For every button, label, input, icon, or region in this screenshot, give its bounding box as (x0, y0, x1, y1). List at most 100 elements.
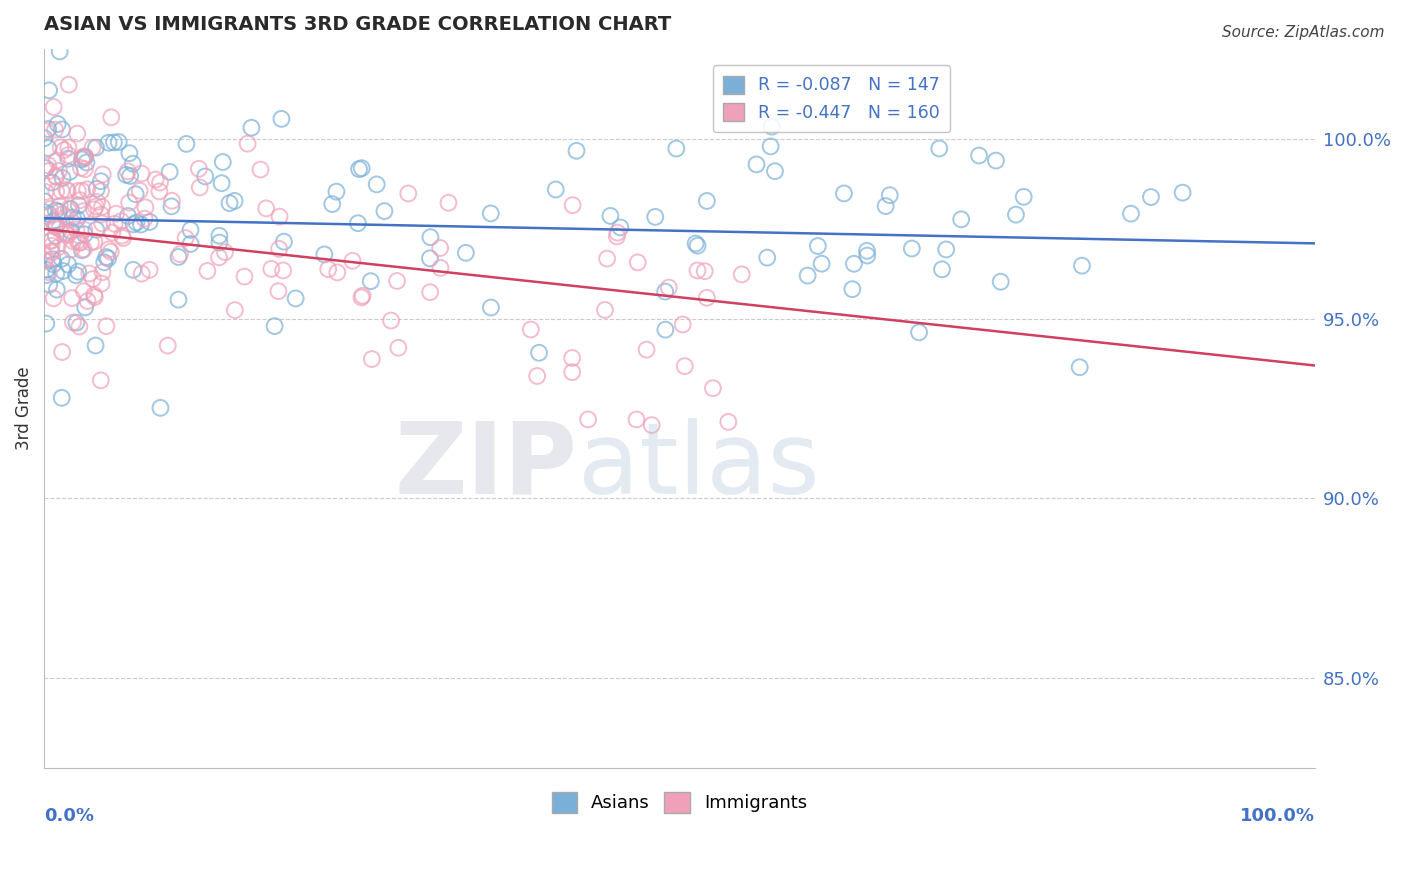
Point (70, 244, 93, 258)
Point (935, 243, 957, 257)
Point (115, 168, 138, 182)
Point (49, 140, 72, 154)
Point (41, 245, 63, 260)
Point (107, 135, 129, 149)
Text: ZIP: ZIP (395, 417, 578, 515)
Point (45, 169, 67, 183)
Point (73, 150, 96, 164)
Point (110, 214, 132, 228)
Point (526, 369, 548, 384)
Point (35, 161, 58, 175)
Point (665, 142, 688, 156)
Point (97, 252, 120, 266)
Point (520, 322, 543, 336)
Point (134, 200, 156, 214)
Point (429, 241, 451, 255)
Point (80, 235, 103, 250)
Point (62, 235, 84, 249)
Point (208, 250, 231, 264)
Point (901, 242, 924, 256)
Point (51, 391, 73, 405)
Point (52, 264, 75, 278)
Point (105, 207, 128, 221)
Point (1140, 190, 1163, 204)
Point (984, 153, 1007, 168)
Point (176, 136, 198, 151)
Point (606, 226, 628, 240)
Point (271, 263, 294, 277)
Point (83, 290, 105, 304)
Point (66, 127, 89, 141)
Point (211, 176, 233, 190)
Point (51, 345, 73, 359)
Point (284, 292, 307, 306)
Point (73, 243, 96, 257)
Point (41, 239, 63, 253)
Point (180, 223, 202, 237)
Point (686, 238, 709, 252)
Point (66, 234, 89, 248)
Point (82, 140, 104, 154)
Point (34, 205, 56, 219)
Point (73, 162, 96, 177)
Point (169, 247, 191, 261)
Point (67, 198, 90, 212)
Point (148, 185, 170, 199)
Point (626, 412, 648, 426)
Point (100, 244, 122, 259)
Point (34, 253, 56, 268)
Point (69, 235, 91, 250)
Point (67, 265, 90, 279)
Point (67, 319, 90, 334)
Point (112, 231, 135, 245)
Point (807, 239, 830, 253)
Point (42, 214, 65, 228)
Point (273, 235, 295, 249)
Point (58, 148, 80, 162)
Point (269, 242, 291, 256)
Point (45, 218, 67, 232)
Point (55, 210, 77, 224)
Point (599, 209, 621, 223)
Point (842, 257, 865, 271)
Point (167, 250, 190, 264)
Point (240, 120, 263, 135)
Point (101, 226, 124, 240)
Point (42, 291, 65, 305)
Point (685, 236, 707, 251)
Point (908, 326, 931, 340)
Point (100, 110, 122, 124)
Point (60, 242, 83, 256)
Point (124, 187, 146, 202)
Point (90, 208, 112, 222)
Point (91, 217, 114, 231)
Point (70, 184, 93, 198)
Point (39, 244, 62, 259)
Point (73, 223, 96, 237)
Point (45, 169, 67, 184)
Point (596, 252, 619, 266)
Point (55, 226, 77, 240)
Point (90, 184, 112, 198)
Point (60, 224, 83, 238)
Point (236, 136, 259, 151)
Point (84, 338, 107, 352)
Point (350, 290, 373, 304)
Point (636, 343, 658, 357)
Point (72, 150, 94, 164)
Point (454, 245, 477, 260)
Point (84, 140, 107, 154)
Point (93, 255, 115, 269)
Point (122, 217, 145, 231)
Point (197, 264, 219, 278)
Point (86, 194, 108, 209)
Point (34, 194, 56, 209)
Point (49, 199, 72, 213)
Point (350, 161, 373, 176)
Point (627, 255, 650, 269)
Point (38, 265, 60, 279)
Point (45, 228, 67, 243)
Point (59, 165, 82, 179)
Point (34, 185, 56, 199)
Point (37, 141, 59, 155)
